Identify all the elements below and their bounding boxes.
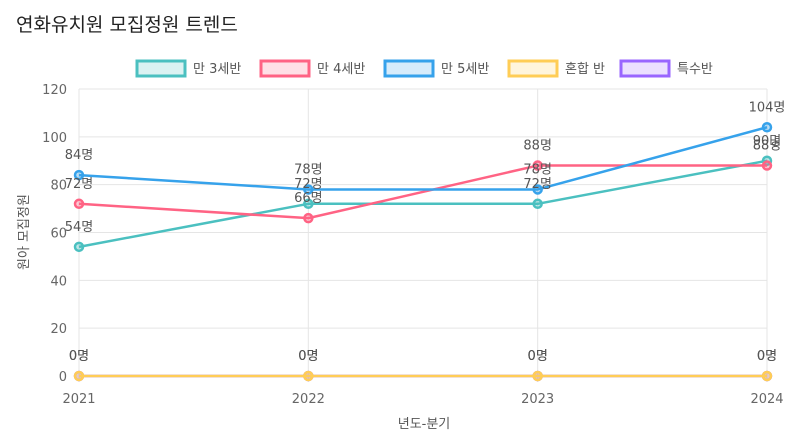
legend-label: 만 4세반 <box>317 62 365 77</box>
data-label: 90명 <box>753 134 782 149</box>
legend-label: 만 3세반 <box>193 62 241 77</box>
data-point[interactable] <box>761 122 773 133</box>
data-point[interactable] <box>303 212 314 224</box>
data-point[interactable] <box>532 370 543 382</box>
y-tick-label: 120 <box>42 83 67 98</box>
series-path <box>78 126 768 191</box>
y-axis-ticks: 0 20 40 60 80 100 120 <box>42 83 67 385</box>
legend-swatch <box>135 59 187 78</box>
legend-swatch <box>507 59 559 78</box>
data-label: 78명 <box>523 162 552 177</box>
series-group <box>73 122 773 382</box>
series-line <box>73 122 773 195</box>
grid-lines <box>78 88 768 382</box>
x-tick-label: 2021 <box>62 392 95 407</box>
legend: 만 3세반 만 4세반 만 5세반 혼합 반 특수반 <box>135 59 713 78</box>
legend-swatch <box>619 59 671 78</box>
data-point[interactable] <box>303 370 314 382</box>
data-label: 72명 <box>294 177 323 192</box>
data-label: 0명 <box>298 349 318 364</box>
data-point[interactable] <box>73 198 85 210</box>
legend-swatch <box>383 59 435 78</box>
data-point[interactable] <box>73 169 85 181</box>
legend-item[interactable]: 만 3세반 <box>135 59 241 78</box>
y-tick-label: 60 <box>50 227 67 242</box>
data-label: 88명 <box>753 139 782 154</box>
data-label: 0명 <box>757 349 777 364</box>
data-point[interactable] <box>303 198 314 210</box>
data-label: 104명 <box>749 100 786 115</box>
data-point[interactable] <box>303 184 314 195</box>
data-label: 0명 <box>528 349 548 364</box>
data-point[interactable] <box>532 160 543 171</box>
x-axis-title: 년도-분기 <box>398 417 451 432</box>
data-point[interactable] <box>761 370 773 382</box>
x-tick-label: 2024 <box>750 392 783 407</box>
legend-label: 만 5세반 <box>441 62 489 77</box>
series-path <box>78 164 767 220</box>
series-line <box>73 160 773 224</box>
data-point[interactable] <box>73 370 85 382</box>
x-tick-label: 2023 <box>521 392 554 407</box>
y-tick-label: 20 <box>50 322 67 337</box>
y-tick-label: 0 <box>59 370 67 385</box>
legend-item[interactable]: 만 4세반 <box>259 59 365 78</box>
legend-label: 특수반 <box>677 62 713 77</box>
data-label: 54명 <box>65 220 94 235</box>
data-point[interactable] <box>532 184 543 195</box>
data-point[interactable] <box>532 198 543 210</box>
legend-item[interactable]: 혼합 반 <box>507 59 605 78</box>
x-axis-ticks: 2021 2022 2023 2024 <box>62 392 783 407</box>
data-label: 0명 <box>528 349 548 364</box>
y-axis-title: 원아 모집정원 <box>17 194 32 270</box>
data-label: 0명 <box>69 349 89 364</box>
data-label: 84명 <box>65 148 94 163</box>
legend-swatch <box>259 59 311 78</box>
y-tick-label: 100 <box>42 131 67 146</box>
data-label: 66명 <box>294 191 323 206</box>
data-point[interactable] <box>761 160 773 171</box>
data-label: 72명 <box>65 177 94 192</box>
legend-item[interactable]: 만 5세반 <box>383 59 489 78</box>
data-label: 78명 <box>294 162 323 177</box>
data-label: 0명 <box>69 349 89 364</box>
data-label: 0명 <box>757 349 777 364</box>
series-line <box>73 370 773 382</box>
legend-item[interactable]: 특수반 <box>619 59 713 78</box>
y-tick-label: 40 <box>50 274 67 289</box>
chart-title: 연화유치원 모집정원 트렌드 <box>16 14 238 36</box>
x-tick-label: 2022 <box>292 392 325 407</box>
data-label: 0명 <box>298 349 318 364</box>
data-point[interactable] <box>73 241 85 253</box>
legend-label: 혼합 반 <box>565 62 605 77</box>
series-line <box>73 155 773 253</box>
y-tick-label: 80 <box>50 179 67 194</box>
series-path <box>78 159 768 249</box>
data-label: 88명 <box>523 139 552 154</box>
data-label: 72명 <box>523 177 552 192</box>
